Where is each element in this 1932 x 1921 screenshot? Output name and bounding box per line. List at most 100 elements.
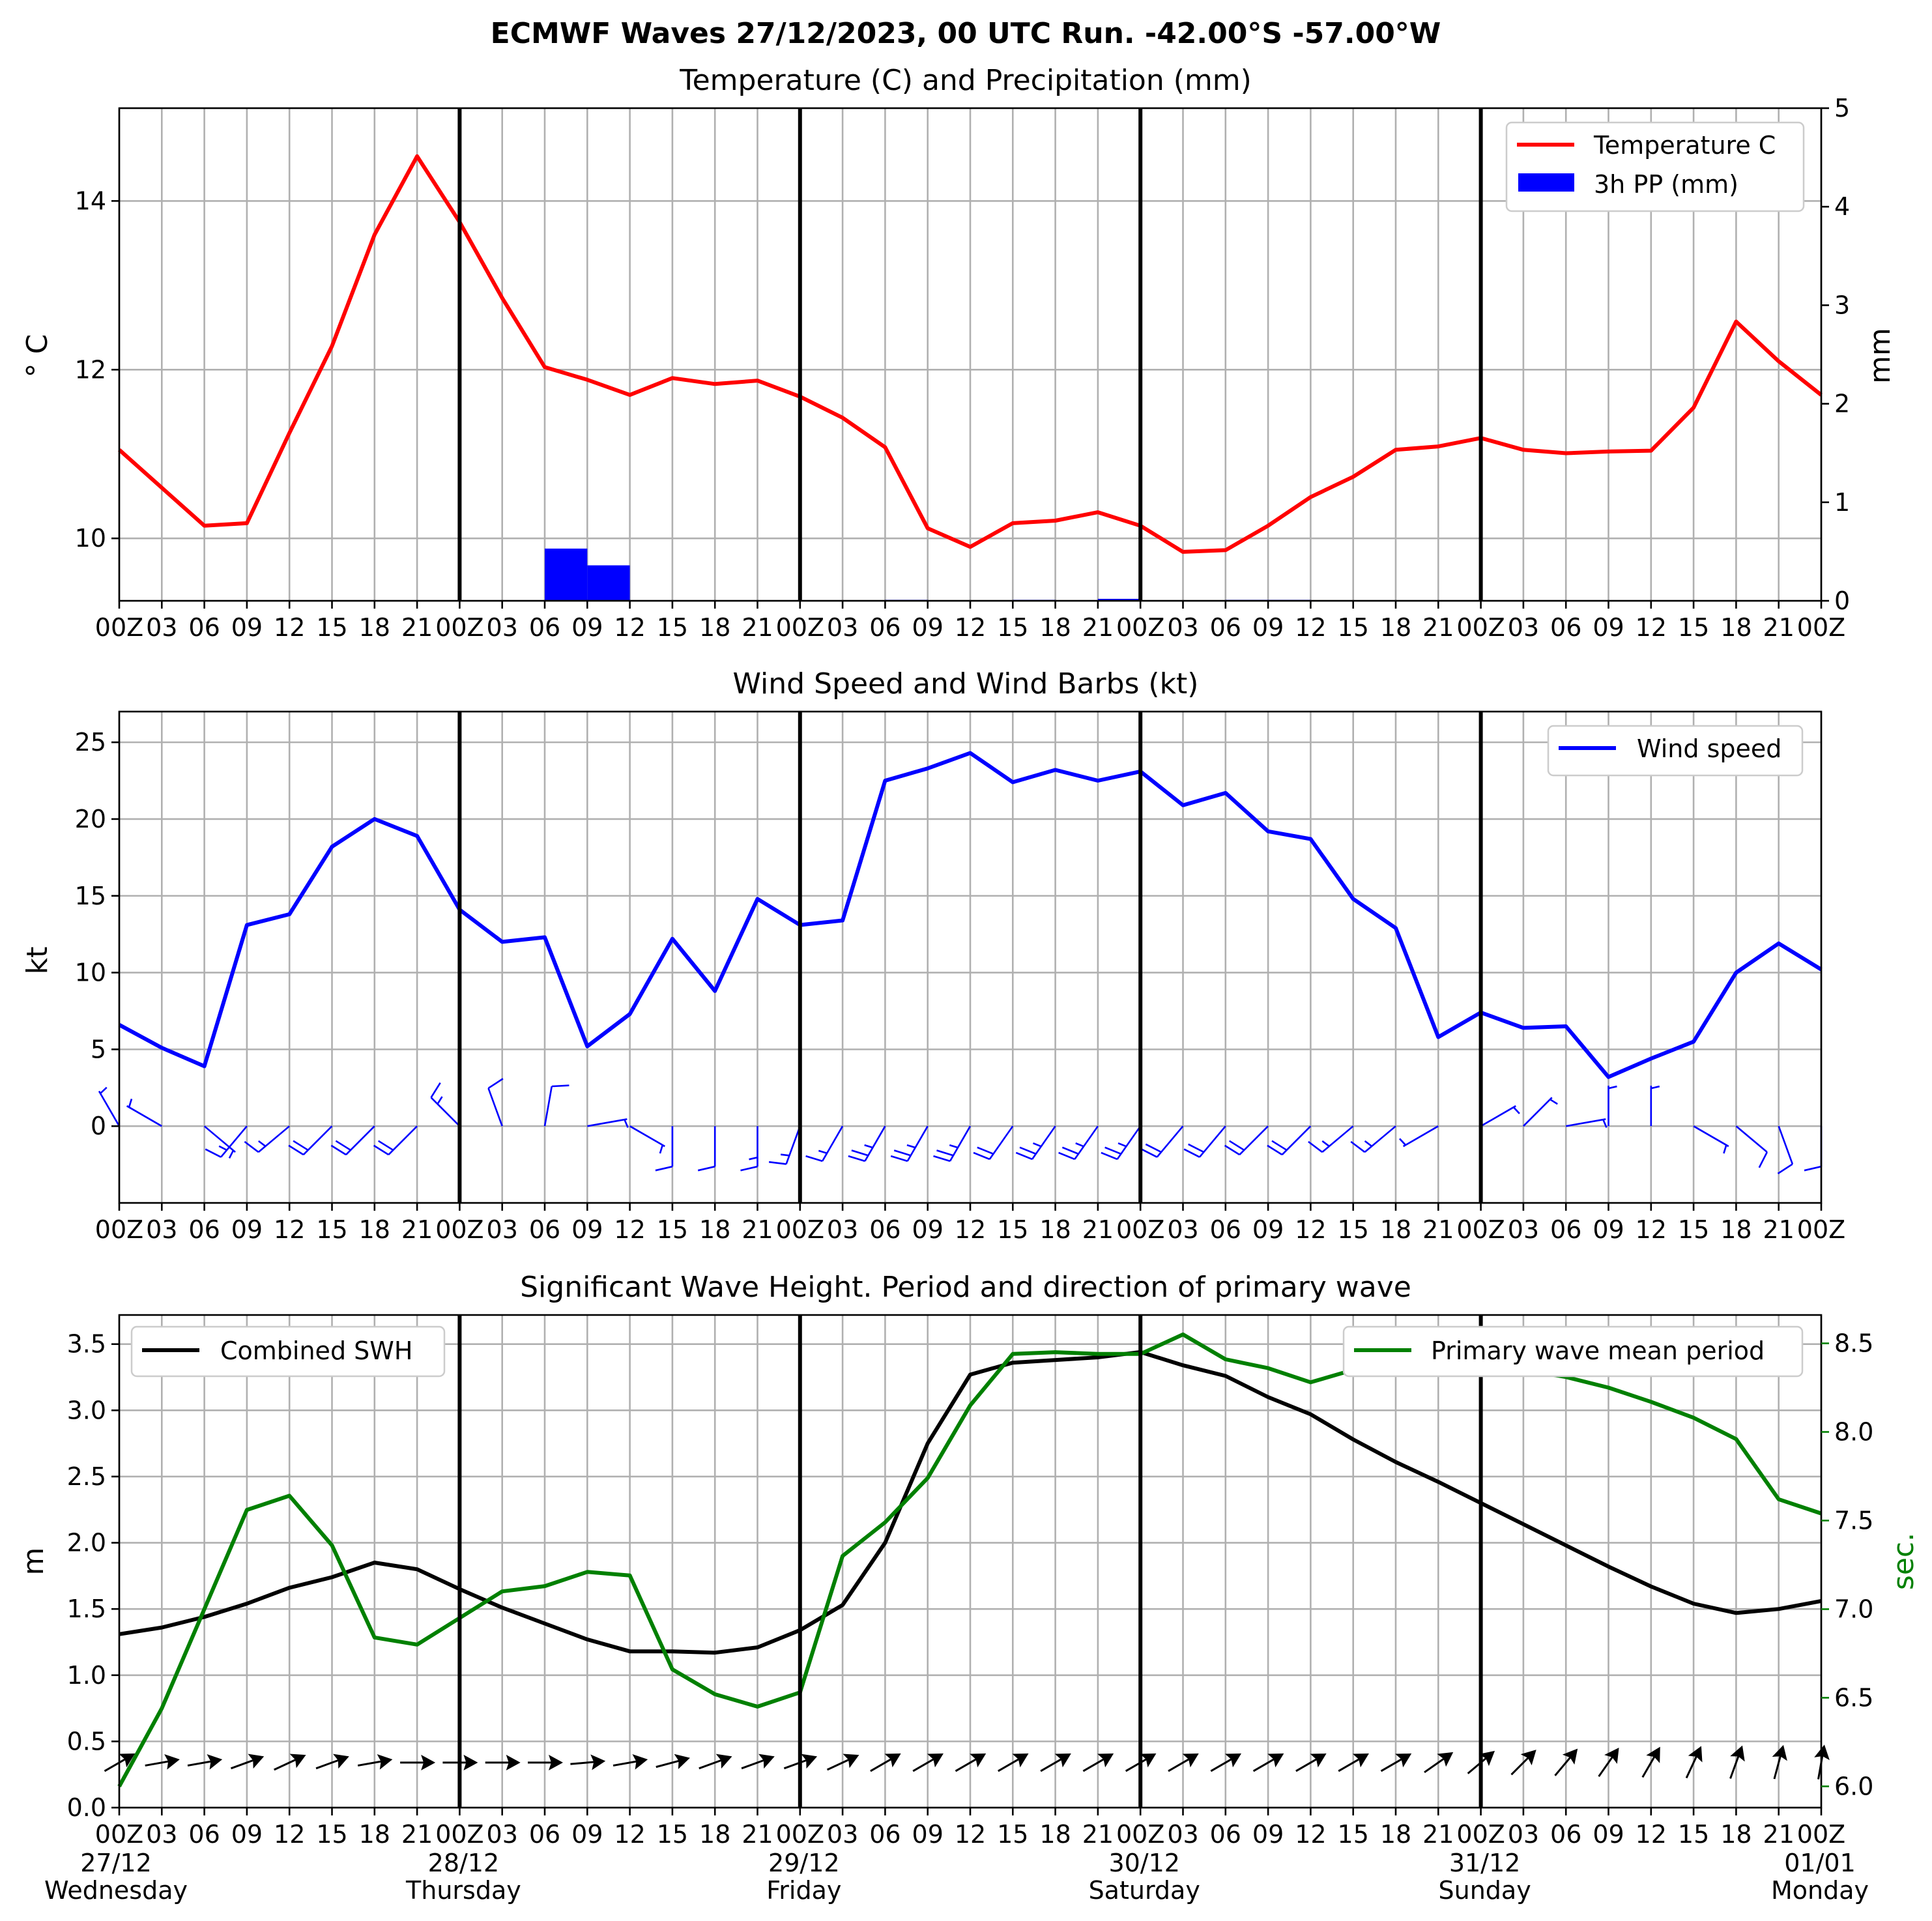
x-tick-label: 00Z xyxy=(776,1820,824,1849)
x-tick-label: 06 xyxy=(869,613,901,642)
x-tick-label: 12 xyxy=(955,613,986,642)
wind-barb xyxy=(629,1125,665,1154)
x-tick-label: 18 xyxy=(1380,1215,1411,1244)
y-tick-label: 12 xyxy=(75,355,106,384)
wave-direction-arrow xyxy=(826,1754,859,1771)
barb-flag xyxy=(936,1149,954,1157)
barb-half-flag xyxy=(1723,1144,1727,1154)
wave-direction-arrow xyxy=(400,1754,436,1770)
y-tick-label: 1.5 xyxy=(67,1595,106,1623)
barb-flag xyxy=(977,1146,994,1155)
barb-staff xyxy=(1565,1118,1606,1127)
arrow-shaft xyxy=(1210,1757,1234,1772)
barb-flag xyxy=(244,1140,259,1153)
wave-direction-arrow xyxy=(1125,1753,1157,1772)
x-tick-label: 18 xyxy=(1380,613,1411,642)
arrow-head xyxy=(632,1754,648,1770)
x-tick-label: 15 xyxy=(1678,613,1709,642)
x-tick-label: 18 xyxy=(1380,1820,1411,1849)
barb-flag xyxy=(973,1151,990,1161)
x-tick-label: 00Z xyxy=(1116,1820,1164,1849)
barb-flag xyxy=(655,1165,673,1172)
wind-barb xyxy=(1608,1085,1617,1127)
arrow-head xyxy=(674,1754,690,1769)
x-tick-label: 18 xyxy=(699,1215,730,1244)
wind-barb xyxy=(1777,1125,1794,1175)
x-tick-label: 06 xyxy=(869,1820,901,1849)
barb-half-flag xyxy=(437,1096,443,1105)
x-tick-label: 03 xyxy=(146,1215,177,1244)
wind-barb xyxy=(430,1082,461,1127)
wave-direction-arrow xyxy=(613,1754,648,1770)
arrow-shaft xyxy=(955,1757,979,1772)
arrow-shaft xyxy=(357,1759,384,1767)
barb-half-flag xyxy=(100,1086,108,1094)
x-tick-label: 21 xyxy=(1763,1820,1795,1849)
arrow-head xyxy=(1646,1746,1660,1763)
arrow-shaft xyxy=(1773,1753,1782,1780)
arrow-shaft xyxy=(1554,1755,1573,1776)
arrow-shaft xyxy=(826,1757,852,1771)
arrow-head xyxy=(715,1754,732,1769)
y-right-tick-label: 7.0 xyxy=(1834,1595,1873,1623)
wind-barb xyxy=(1015,1125,1056,1161)
barb-staff xyxy=(388,1125,418,1155)
x-tick-label: 09 xyxy=(1593,613,1624,642)
x-tick-label: 12 xyxy=(955,1215,986,1244)
x-tick-label: 03 xyxy=(1167,1215,1198,1244)
barb-flag xyxy=(205,1148,222,1158)
y-right-tick-label: 3 xyxy=(1834,291,1850,319)
x-tick-label: 06 xyxy=(1210,1820,1241,1849)
x-tick-label: 00Z xyxy=(1797,613,1845,642)
x-tick-label: 09 xyxy=(1593,1215,1624,1244)
x-tick-label: 15 xyxy=(657,613,688,642)
wave-direction-arrow xyxy=(1082,1753,1114,1772)
barb-staff xyxy=(1778,1125,1794,1164)
x-tick-label: 12 xyxy=(614,1215,645,1244)
barb-staff xyxy=(430,1097,461,1127)
barb-staff xyxy=(906,1125,929,1162)
x-tick-label: 03 xyxy=(827,1215,858,1244)
barb-flag xyxy=(851,1149,869,1157)
arrow-shaft xyxy=(1424,1756,1447,1774)
x-tick-label: 21 xyxy=(401,1820,433,1849)
wind-barb xyxy=(1101,1125,1142,1161)
x-tick-label: 21 xyxy=(1082,1820,1114,1849)
wave-direction-arrow xyxy=(145,1754,180,1770)
barb-half-flag xyxy=(818,1149,828,1154)
arrow-head xyxy=(1772,1744,1787,1761)
wave-direction-arrow xyxy=(570,1754,606,1770)
arrow-head xyxy=(843,1754,859,1769)
arrow-shaft xyxy=(656,1759,682,1769)
arrow-head xyxy=(207,1754,223,1770)
precip-bar xyxy=(545,548,588,601)
barb-half-flag xyxy=(1602,1119,1608,1128)
x-tick-label: 00Z xyxy=(95,1820,143,1849)
x-tick-label: 15 xyxy=(657,1215,688,1244)
barb-staff xyxy=(1031,1125,1056,1160)
barb-staff xyxy=(203,1125,236,1153)
x-tick-label: 03 xyxy=(1508,613,1539,642)
barb-staff xyxy=(1156,1125,1184,1158)
wave-direction-arrow xyxy=(1729,1745,1745,1779)
barb-flag xyxy=(1804,1165,1822,1172)
wind-barb xyxy=(1308,1125,1354,1153)
wind-barb xyxy=(98,1086,121,1127)
y-tick-label: 3.0 xyxy=(67,1396,106,1424)
barb-flag xyxy=(288,1144,304,1156)
arrow-shaft xyxy=(912,1757,936,1772)
x-tick-label: 09 xyxy=(571,1215,603,1244)
wave-direction-arrow xyxy=(741,1754,775,1770)
x-tick-label: 00Z xyxy=(1116,613,1164,642)
barb-staff xyxy=(864,1125,886,1162)
x-tick-label: 12 xyxy=(1636,1820,1667,1849)
arrow-shaft xyxy=(870,1757,894,1772)
barb-half-flag xyxy=(1321,1140,1330,1148)
legend-label-temperature: Temperature C xyxy=(1593,131,1776,160)
barb-staff xyxy=(1074,1125,1099,1160)
x-tick-label: 03 xyxy=(827,613,858,642)
x-tick-label: 06 xyxy=(529,1820,560,1849)
wave-direction-arrow xyxy=(912,1753,944,1772)
barb-staff xyxy=(487,1088,503,1127)
arrow-head xyxy=(333,1754,349,1769)
